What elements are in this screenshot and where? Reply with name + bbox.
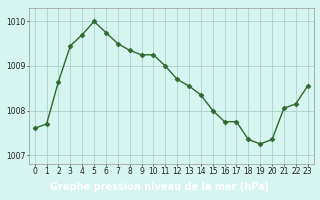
Text: Graphe pression niveau de la mer (hPa): Graphe pression niveau de la mer (hPa) (51, 182, 269, 192)
